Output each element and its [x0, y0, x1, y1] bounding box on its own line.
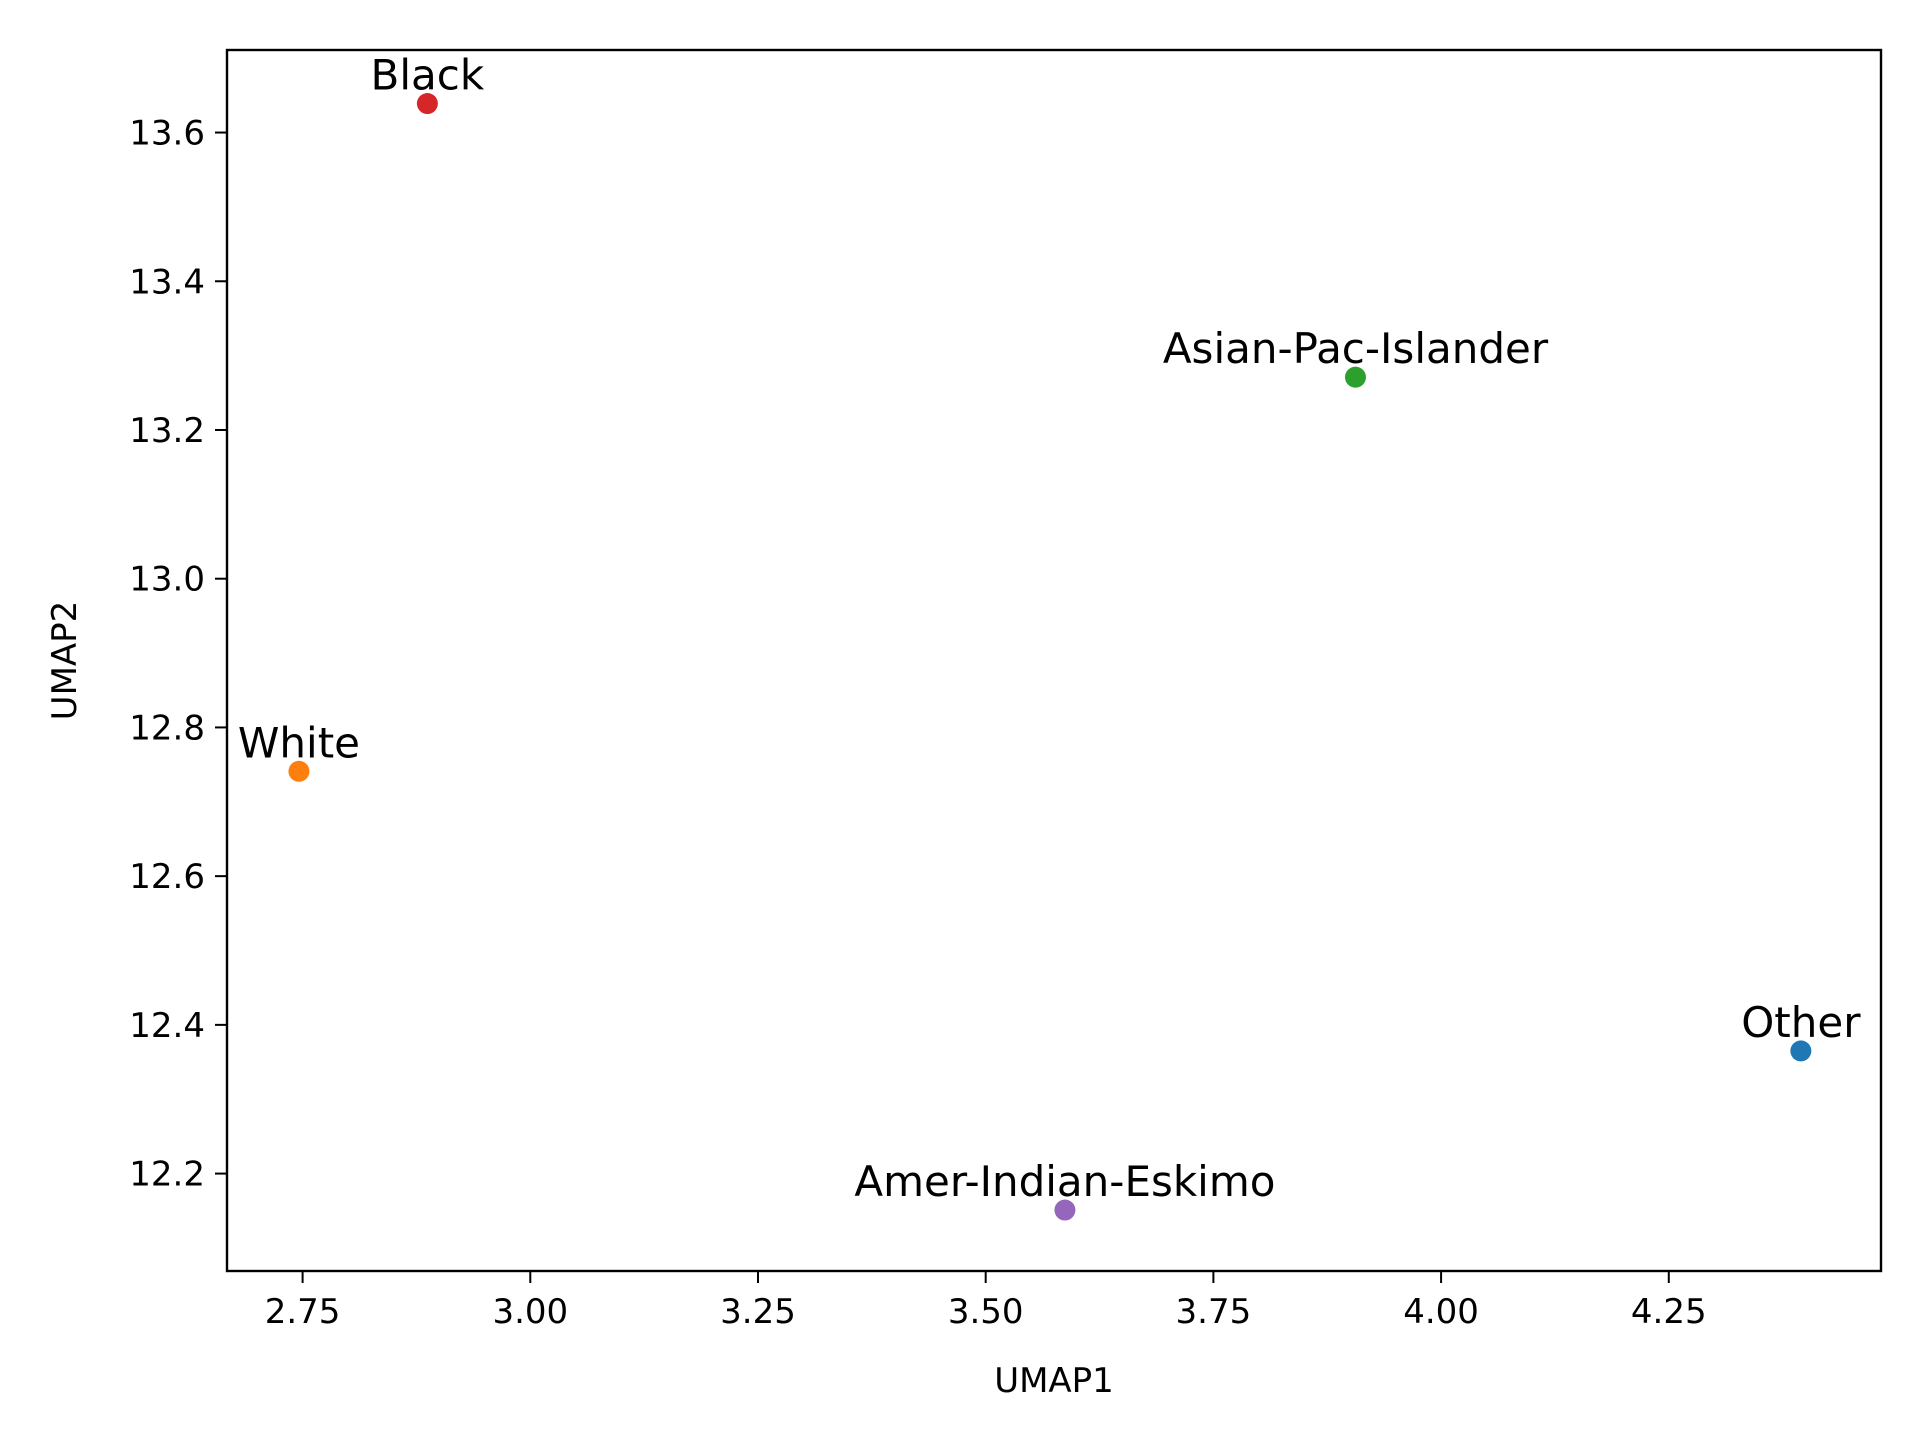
x-tick-label: 2.75: [265, 1292, 341, 1332]
y-tick-label: 13.4: [129, 262, 205, 302]
data-point-label: Black: [371, 51, 485, 100]
data-point-label: Asian-Pac-Islander: [1163, 324, 1549, 373]
y-tick-label: 12.8: [129, 708, 205, 748]
x-tick-label: 3.00: [492, 1292, 568, 1332]
data-point-label: Amer-Indian-Eskimo: [854, 1157, 1275, 1206]
x-tick-label: 3.50: [948, 1292, 1024, 1332]
x-tick-label: 3.25: [720, 1292, 796, 1332]
data-point-label: Other: [1741, 998, 1861, 1047]
data-point-marker: [1790, 1040, 1812, 1062]
y-tick-label: 12.6: [129, 857, 205, 897]
x-axis-label: UMAP1: [994, 1361, 1114, 1401]
x-tick-label: 4.25: [1631, 1292, 1707, 1332]
x-axis-ticks: 2.75 3.00 3.25 3.50 3.75 4.00 4.25: [265, 1271, 1707, 1332]
y-tick-label: 13.2: [129, 411, 205, 451]
data-point-marker: [288, 760, 310, 782]
y-tick-label: 13.0: [129, 560, 205, 600]
data-point-marker: [1344, 366, 1366, 388]
y-axis-label: UMAP2: [45, 601, 85, 721]
y-axis-ticks: 12.2 12.4 12.6 12.8 13.0 13.2 13.4 13.6: [129, 114, 227, 1195]
y-tick-label: 13.6: [129, 114, 205, 154]
y-tick-label: 12.4: [129, 1006, 205, 1046]
plot-area-frame: [225, 48, 1883, 1273]
data-points: Other White Asian-Pac-Islander Black Amer-In…: [238, 51, 1861, 1221]
data-point-label: White: [238, 718, 360, 767]
x-tick-label: 4.00: [1403, 1292, 1479, 1332]
data-point-marker: [1054, 1199, 1076, 1221]
data-point-marker: [416, 93, 438, 115]
x-tick-label: 3.75: [1176, 1292, 1252, 1332]
y-tick-label: 12.2: [129, 1155, 205, 1195]
